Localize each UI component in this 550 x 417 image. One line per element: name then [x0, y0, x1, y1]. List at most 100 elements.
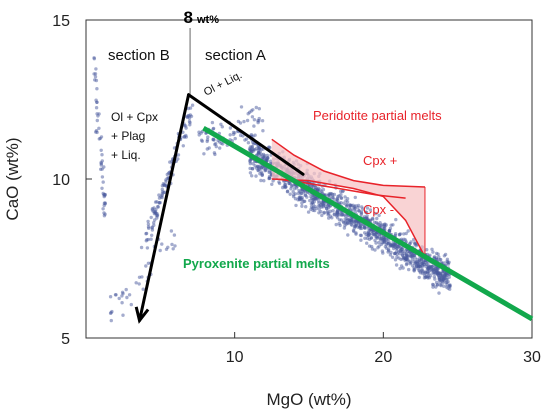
data-point	[328, 209, 333, 213]
data-point	[392, 251, 397, 256]
data-point	[155, 200, 159, 204]
data-point	[288, 192, 292, 196]
data-point	[341, 213, 345, 217]
data-point	[160, 187, 164, 192]
data-point	[250, 174, 254, 178]
data-point	[100, 186, 104, 190]
data-point	[267, 169, 272, 173]
data-point	[102, 214, 107, 218]
data-point	[121, 313, 125, 317]
data-point	[357, 209, 361, 213]
data-point	[411, 264, 415, 268]
data-point	[334, 222, 338, 227]
data-point	[352, 229, 356, 234]
data-point	[429, 268, 433, 272]
data-point	[328, 214, 333, 218]
data-point	[283, 182, 287, 186]
data-point	[97, 137, 102, 141]
data-point	[354, 204, 358, 208]
data-point	[139, 245, 144, 250]
data-point	[190, 103, 195, 107]
data-point	[310, 200, 315, 205]
data-point	[184, 126, 188, 130]
data-point	[255, 153, 259, 157]
data-point	[368, 208, 373, 212]
data-point	[283, 185, 287, 190]
data-point	[268, 145, 272, 150]
data-point	[248, 161, 252, 166]
data-point	[144, 264, 148, 268]
data-point	[311, 184, 315, 188]
data-point	[404, 257, 408, 261]
data-point	[251, 108, 255, 112]
data-point	[317, 207, 321, 211]
data-point	[207, 146, 211, 150]
x-tick-label: 20	[374, 349, 392, 366]
data-point	[241, 134, 245, 138]
data-point	[377, 240, 381, 245]
data-point	[173, 244, 177, 248]
data-point	[382, 239, 386, 244]
data-point	[160, 242, 164, 246]
data-point	[260, 119, 265, 123]
data-point	[414, 264, 419, 269]
data-point	[261, 155, 266, 159]
data-point	[346, 221, 350, 225]
data-point	[242, 119, 246, 124]
data-point	[390, 255, 395, 259]
data-point	[442, 261, 446, 265]
data-point	[371, 216, 375, 221]
data-point	[245, 118, 250, 123]
data-point	[413, 267, 417, 271]
data-point	[375, 236, 380, 240]
data-point	[350, 217, 354, 222]
data-point	[332, 197, 336, 202]
data-point	[254, 105, 258, 110]
data-point	[359, 233, 363, 238]
data-point	[228, 126, 233, 130]
data-point	[303, 199, 307, 203]
data-point	[402, 232, 406, 236]
data-point	[442, 274, 447, 279]
data-point	[292, 193, 296, 197]
data-point	[398, 266, 402, 271]
data-point	[374, 220, 379, 225]
data-point	[374, 211, 378, 216]
data-point	[259, 178, 263, 183]
data-point	[181, 144, 185, 148]
data-point	[259, 152, 263, 156]
data-point	[430, 247, 434, 251]
data-point	[390, 244, 395, 248]
data-point	[210, 120, 215, 125]
data-point	[425, 248, 429, 252]
data-point	[221, 142, 225, 146]
data-point	[367, 231, 371, 235]
data-point	[109, 318, 114, 323]
data-point	[110, 309, 114, 314]
data-point	[309, 207, 313, 212]
data-point	[182, 135, 187, 139]
data-point	[290, 183, 294, 188]
data-point	[385, 238, 389, 242]
data-point	[247, 110, 252, 115]
data-point	[424, 264, 428, 269]
data-point	[376, 246, 380, 250]
data-point	[344, 199, 348, 203]
data-point	[431, 283, 436, 287]
data-point	[435, 283, 440, 287]
data-point	[168, 160, 172, 164]
data-point	[244, 137, 249, 141]
data-point	[410, 257, 414, 261]
data-point	[171, 247, 175, 251]
data-point	[445, 259, 449, 263]
data-point	[394, 263, 399, 267]
data-point	[102, 211, 106, 215]
data-point	[395, 246, 399, 251]
data-point	[306, 210, 311, 214]
data-point	[250, 167, 255, 171]
data-point	[144, 232, 148, 236]
data-point	[441, 281, 445, 285]
olivine-fractionation-line	[187, 93, 305, 176]
data-point	[346, 217, 351, 222]
y-tick-label: 5	[61, 331, 70, 348]
